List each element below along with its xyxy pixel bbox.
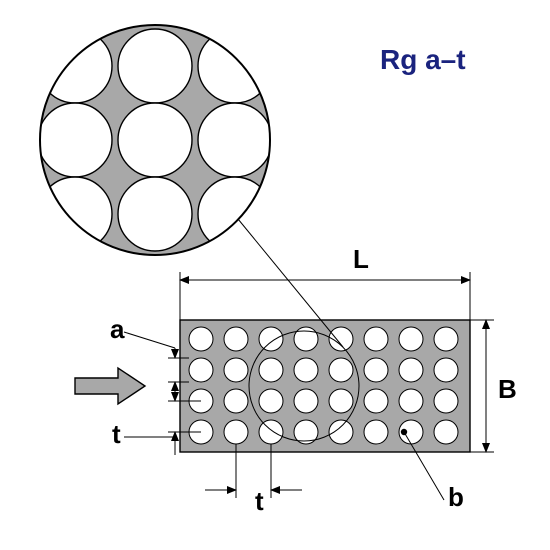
label-L: L	[353, 244, 369, 274]
dimension-B	[470, 320, 494, 452]
label-a: a	[110, 314, 125, 344]
dimension-L	[180, 272, 470, 320]
label-t-left: t	[112, 419, 121, 449]
label-B: B	[498, 374, 517, 404]
direction-arrow-icon	[75, 368, 145, 404]
perforated-sheet	[180, 320, 470, 452]
diagram-title: Rg a–t	[380, 44, 466, 76]
magnifier-view	[38, 25, 272, 255]
label-b: b	[448, 482, 464, 512]
label-t-bottom: t	[255, 486, 264, 516]
